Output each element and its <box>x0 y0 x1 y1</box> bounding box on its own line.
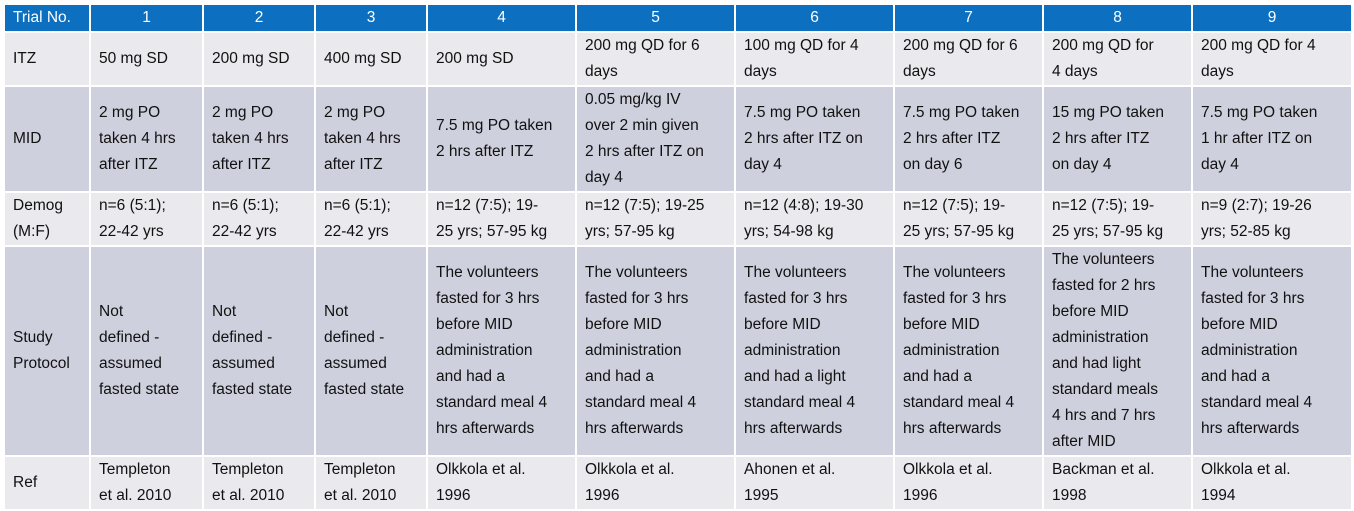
header-trial-7: 7 <box>893 3 1044 33</box>
cell-demog-5: n=12 (7:5); 19-25 yrs; 57-95 kg <box>575 191 736 247</box>
cell-itz-5: 200 mg QD for 6 days <box>575 31 736 87</box>
header-trial-3: 3 <box>314 3 428 33</box>
cell-ref-8: Backman et al. 1998 <box>1042 455 1193 511</box>
cell-ref-1: Templeton et al. 2010 <box>89 455 204 511</box>
row-demog: Demog (M:F) n=6 (5:1); 22-42 yrs n=6 (5:… <box>3 191 1353 247</box>
cell-mid-6: 7.5 mg PO taken 2 hrs after ITZ on day 4 <box>734 85 895 193</box>
cell-demog-2: n=6 (5:1); 22-42 yrs <box>202 191 316 247</box>
header-trial-6: 6 <box>734 3 895 33</box>
header-trial-4: 4 <box>426 3 577 33</box>
cell-itz-3: 400 mg SD <box>314 31 428 87</box>
row-study-protocol: Study Protocol Not defined - assumed fas… <box>3 245 1353 457</box>
cell-mid-4: 7.5 mg PO taken 2 hrs after ITZ <box>426 85 577 193</box>
header-trial-9: 9 <box>1191 3 1353 33</box>
row-label-ref: Ref <box>3 455 91 511</box>
row-label-itz: ITZ <box>3 31 91 87</box>
cell-ref-5: Olkkola et al. 1996 <box>575 455 736 511</box>
header-trial-8: 8 <box>1042 3 1193 33</box>
cell-ref-2: Templeton et al. 2010 <box>202 455 316 511</box>
header-trial-2: 2 <box>202 3 316 33</box>
cell-ref-6: Ahonen et al. 1995 <box>734 455 895 511</box>
cell-demog-7: n=12 (7:5); 19- 25 yrs; 57-95 kg <box>893 191 1044 247</box>
cell-protocol-6: The volunteers fasted for 3 hrs before M… <box>734 245 895 457</box>
trial-comparison-table: Trial No. 1 2 3 4 5 6 7 8 9 ITZ 50 mg SD… <box>3 3 1353 511</box>
row-label-study-protocol: Study Protocol <box>3 245 91 457</box>
cell-mid-1: 2 mg PO taken 4 hrs after ITZ <box>89 85 204 193</box>
cell-ref-7: Olkkola et al. 1996 <box>893 455 1044 511</box>
cell-demog-4: n=12 (7:5); 19- 25 yrs; 57-95 kg <box>426 191 577 247</box>
row-itz: ITZ 50 mg SD 200 mg SD 400 mg SD 200 mg … <box>3 31 1353 87</box>
cell-ref-9: Olkkola et al. 1994 <box>1191 455 1353 511</box>
cell-mid-5: 0.05 mg/kg IV over 2 min given 2 hrs aft… <box>575 85 736 193</box>
cell-ref-4: Olkkola et al. 1996 <box>426 455 577 511</box>
cell-demog-9: n=9 (2:7); 19-26 yrs; 52-85 kg <box>1191 191 1353 247</box>
cell-demog-3: n=6 (5:1); 22-42 yrs <box>314 191 428 247</box>
cell-itz-2: 200 mg SD <box>202 31 316 87</box>
cell-itz-9: 200 mg QD for 4 days <box>1191 31 1353 87</box>
cell-itz-1: 50 mg SD <box>89 31 204 87</box>
cell-demog-1: n=6 (5:1); 22-42 yrs <box>89 191 204 247</box>
cell-mid-3: 2 mg PO taken 4 hrs after ITZ <box>314 85 428 193</box>
header-trial-1: 1 <box>89 3 204 33</box>
cell-itz-7: 200 mg QD for 6 days <box>893 31 1044 87</box>
row-label-demog: Demog (M:F) <box>3 191 91 247</box>
cell-mid-9: 7.5 mg PO taken 1 hr after ITZ on day 4 <box>1191 85 1353 193</box>
row-ref: Ref Templeton et al. 2010 Templeton et a… <box>3 455 1353 511</box>
cell-protocol-8: The volunteers fasted for 2 hrs before M… <box>1042 245 1193 457</box>
cell-protocol-2: Not defined - assumed fasted state <box>202 245 316 457</box>
cell-demog-8: n=12 (7:5); 19- 25 yrs; 57-95 kg <box>1042 191 1193 247</box>
cell-itz-6: 100 mg QD for 4 days <box>734 31 895 87</box>
header-trial-no: Trial No. <box>3 3 91 33</box>
cell-protocol-7: The volunteers fasted for 3 hrs before M… <box>893 245 1044 457</box>
cell-protocol-4: The volunteers fasted for 3 hrs before M… <box>426 245 577 457</box>
row-mid: MID 2 mg PO taken 4 hrs after ITZ 2 mg P… <box>3 85 1353 193</box>
cell-protocol-1: Not defined - assumed fasted state <box>89 245 204 457</box>
cell-ref-3: Templeton et al. 2010 <box>314 455 428 511</box>
cell-mid-7: 7.5 mg PO taken 2 hrs after ITZ on day 6 <box>893 85 1044 193</box>
cell-itz-4: 200 mg SD <box>426 31 577 87</box>
row-label-mid: MID <box>3 85 91 193</box>
cell-itz-8: 200 mg QD for 4 days <box>1042 31 1193 87</box>
cell-demog-6: n=12 (4:8); 19-30 yrs; 54-98 kg <box>734 191 895 247</box>
cell-protocol-3: Not defined - assumed fasted state <box>314 245 428 457</box>
header-row: Trial No. 1 2 3 4 5 6 7 8 9 <box>3 3 1353 33</box>
cell-mid-8: 15 mg PO taken 2 hrs after ITZ on day 4 <box>1042 85 1193 193</box>
cell-mid-2: 2 mg PO taken 4 hrs after ITZ <box>202 85 316 193</box>
cell-protocol-5: The volunteers fasted for 3 hrs before M… <box>575 245 736 457</box>
header-trial-5: 5 <box>575 3 736 33</box>
cell-protocol-9: The volunteers fasted for 3 hrs before M… <box>1191 245 1353 457</box>
